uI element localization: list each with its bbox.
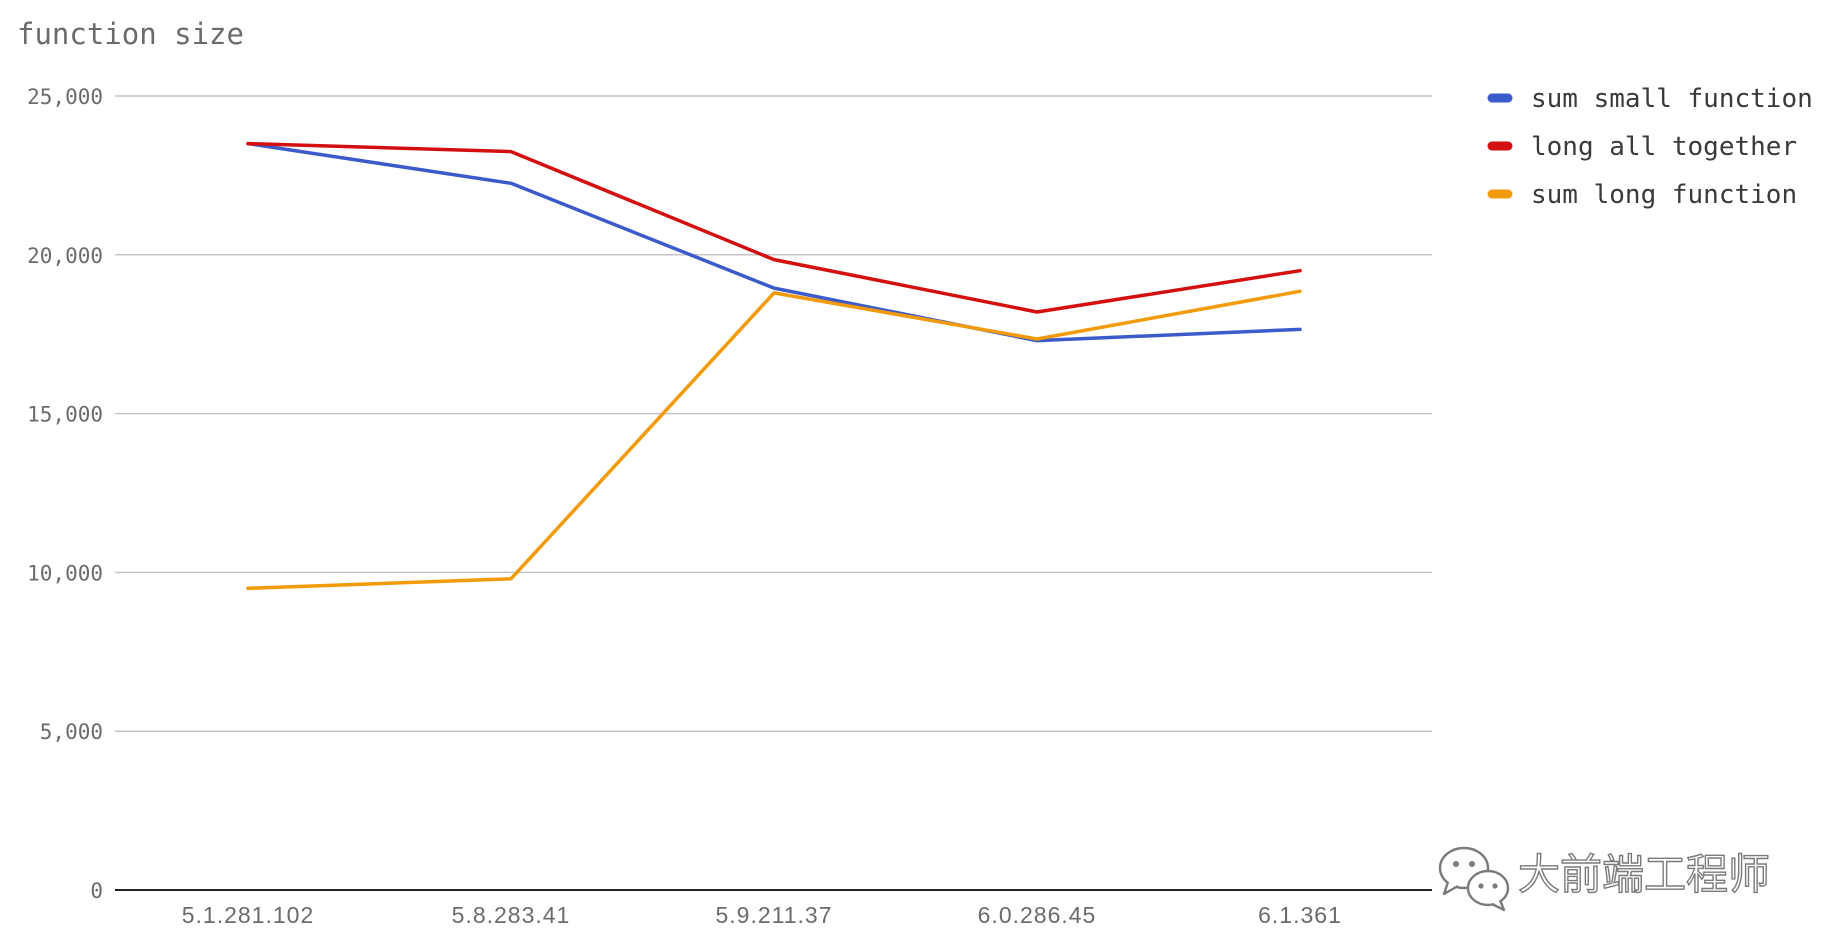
gridlines xyxy=(115,95,1432,891)
series-line-sum-small-function xyxy=(246,141,1302,343)
watermark: 大前端工程师 xyxy=(1438,846,1771,912)
x-tick-label: 5.9.211.37 xyxy=(715,902,832,928)
legend-label: long all together xyxy=(1531,132,1797,162)
wechat-icon xyxy=(1438,846,1510,912)
y-tick-label: 10,000 xyxy=(27,561,103,585)
series-lines xyxy=(246,141,1302,591)
watermark-text: 大前端工程师 xyxy=(1518,850,1770,899)
y-tick-label: 0 xyxy=(90,879,103,903)
y-tick-label: 5,000 xyxy=(40,720,103,744)
legend-label: sum long function xyxy=(1531,180,1797,210)
x-tick-label: 5.1.281.102 xyxy=(182,902,315,928)
y-axis-labels: 0 5,000 10,000 15,000 20,000 25,000 xyxy=(27,85,103,903)
series-line-sum-long-function xyxy=(246,289,1302,591)
y-tick-label: 25,000 xyxy=(27,85,103,109)
series-line-long-all-together xyxy=(246,141,1302,314)
legend-label: sum small function xyxy=(1531,84,1813,114)
x-axis-labels: 5.1.281.102 5.8.283.41 5.9.211.37 6.0.286.4… xyxy=(182,902,1342,928)
x-tick-label: 6.0.286.45 xyxy=(978,902,1097,928)
x-tick-label: 5.8.283.41 xyxy=(452,902,571,928)
legend: sum small function long all together sum l… xyxy=(1487,84,1813,210)
x-tick-label: 6.1.361 xyxy=(1258,902,1342,928)
chart-title: function size xyxy=(17,17,244,51)
y-tick-label: 20,000 xyxy=(27,244,103,268)
y-tick-label: 15,000 xyxy=(27,403,103,427)
